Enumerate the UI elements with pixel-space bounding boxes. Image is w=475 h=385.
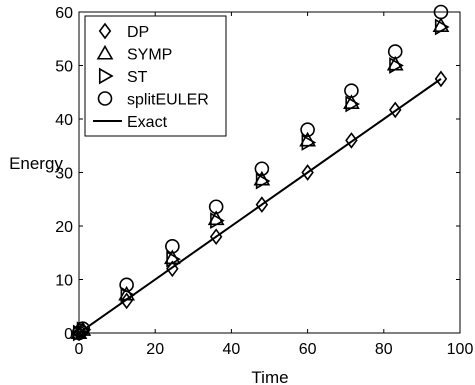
point-dp xyxy=(345,132,358,149)
legend-marker-st xyxy=(98,67,114,85)
point-spliteuler xyxy=(75,321,91,337)
y-tick-label: 0 xyxy=(64,326,73,343)
legend-label-spliteuler: splitEULER xyxy=(127,92,209,109)
point-dp xyxy=(388,101,402,119)
point-dp xyxy=(209,228,223,246)
point-st xyxy=(72,324,88,342)
point-spliteuler xyxy=(433,4,449,20)
x-tick-label: 20 xyxy=(146,341,164,358)
legend-marker-symp xyxy=(96,44,114,60)
y-tick-label: 40 xyxy=(55,112,73,129)
axis-ticks: 0 20 40 60 80 100 0 10 20 30 40 50 60 xyxy=(55,5,473,358)
point-st xyxy=(210,212,225,230)
point-st xyxy=(76,321,92,339)
legend-label-symp: SYMP xyxy=(127,47,172,64)
legend: DP SYMP ST splitEULER Exact xyxy=(84,15,227,137)
point-spliteuler xyxy=(344,83,359,98)
point-spliteuler xyxy=(387,44,403,59)
point-spliteuler xyxy=(71,325,87,341)
y-tick-label: 10 xyxy=(55,273,73,290)
y-tick-label: 50 xyxy=(55,59,73,76)
point-spliteuler xyxy=(165,239,180,254)
point-st xyxy=(301,134,317,151)
x-tick-label: 40 xyxy=(223,341,241,358)
legend-label-dp: DP xyxy=(127,24,149,41)
point-dp xyxy=(434,70,448,88)
point-symp xyxy=(70,324,88,340)
legend-label-exact: Exact xyxy=(127,114,168,131)
y-tick-label: 20 xyxy=(55,219,73,236)
legend-marker-dp xyxy=(98,22,112,40)
x-axis-label: Time xyxy=(251,368,288,385)
legend-box xyxy=(84,15,227,137)
x-tick-label: 100 xyxy=(447,341,474,358)
x-tick-label: 60 xyxy=(299,341,317,358)
point-dp xyxy=(166,260,179,278)
y-tick-label: 60 xyxy=(55,5,73,22)
point-st xyxy=(345,95,361,113)
y-tick-label: 30 xyxy=(55,166,73,183)
y-axis-label: Energy xyxy=(9,154,63,173)
point-st xyxy=(434,18,450,36)
legend-marker-spliteuler xyxy=(97,91,113,106)
legend-label-st: ST xyxy=(127,69,148,86)
point-dp xyxy=(255,196,269,213)
x-tick-label: 80 xyxy=(375,341,393,358)
point-dp xyxy=(301,164,314,181)
point-spliteuler xyxy=(254,161,270,177)
point-dp xyxy=(120,292,133,310)
series-exact-line xyxy=(78,78,442,334)
point-spliteuler xyxy=(300,122,315,137)
point-spliteuler xyxy=(119,277,134,293)
plot-area xyxy=(70,4,450,342)
point-spliteuler xyxy=(208,199,224,215)
point-st xyxy=(255,172,271,190)
x-tick-label: 0 xyxy=(75,341,84,358)
point-st xyxy=(389,57,404,74)
point-st xyxy=(166,250,181,268)
